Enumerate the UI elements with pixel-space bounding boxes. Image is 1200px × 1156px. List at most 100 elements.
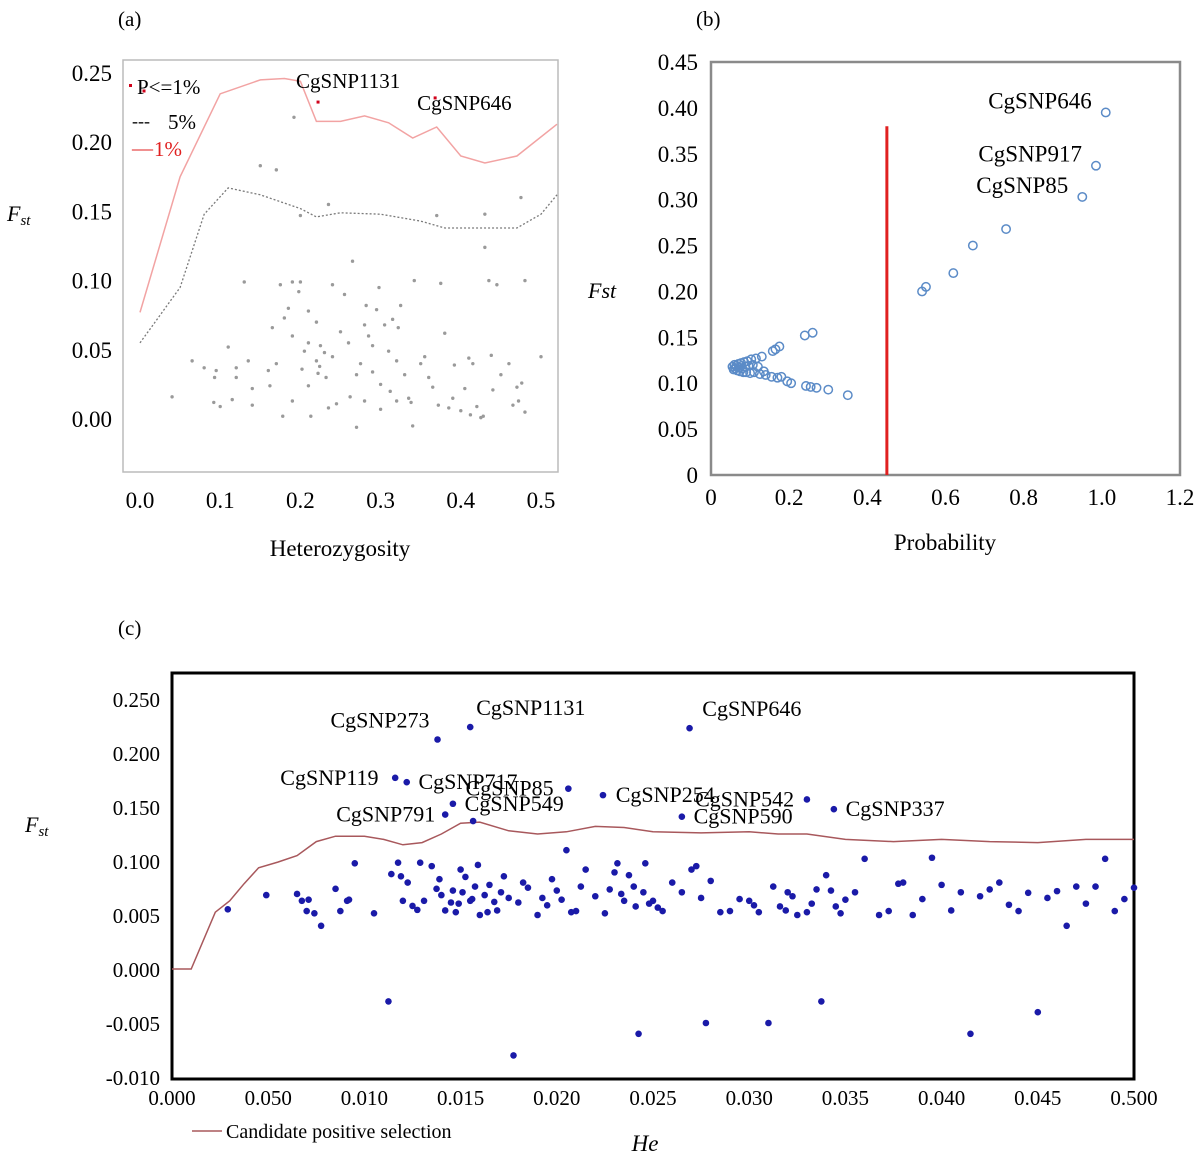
c-data-point bbox=[558, 896, 565, 903]
c-data-point bbox=[409, 902, 416, 910]
a-data-point bbox=[334, 402, 339, 406]
c-data-point bbox=[416, 859, 424, 867]
c-x-tick-label: 0.500 bbox=[1110, 1086, 1157, 1110]
c-data-point bbox=[750, 902, 758, 909]
c-data-point bbox=[996, 879, 1003, 886]
a-outlier-point bbox=[433, 96, 437, 100]
a-data-point bbox=[354, 373, 359, 377]
b-y-tick-label: 0.25 bbox=[658, 234, 698, 259]
a-data-point bbox=[394, 359, 399, 363]
b-x-tick-label: 1.0 bbox=[1087, 485, 1116, 510]
a-data-point bbox=[481, 414, 485, 418]
b-y-tick-label: 0.35 bbox=[658, 142, 698, 167]
c-data-point bbox=[1063, 922, 1070, 930]
c-annotation-label: CgSNP717 bbox=[419, 769, 518, 794]
c-data-point bbox=[337, 907, 344, 915]
c-data-point bbox=[1034, 1008, 1042, 1016]
c-annotation-label: CgSNP646 bbox=[702, 696, 801, 721]
panel-c: (c) -0.010 -0.005 0.000 0.005 0.100 0.150 0.20… bbox=[24, 616, 1158, 1156]
a-data-point bbox=[409, 400, 413, 405]
c-data-point bbox=[717, 908, 724, 916]
c-data-point bbox=[659, 907, 666, 915]
a-data-point bbox=[324, 375, 328, 380]
legend-outlier-marker bbox=[129, 84, 132, 87]
b-data-point bbox=[823, 384, 834, 395]
a-data-point bbox=[314, 320, 319, 324]
a-data-point bbox=[346, 341, 351, 345]
c-data-point bbox=[1005, 901, 1013, 909]
c-data-point bbox=[986, 886, 993, 893]
a-data-point bbox=[214, 368, 218, 373]
c-data-point bbox=[539, 894, 546, 902]
a-data-point bbox=[377, 285, 381, 290]
c-data-point bbox=[668, 879, 676, 886]
a-data-point bbox=[292, 115, 296, 119]
c-data-point bbox=[947, 907, 955, 914]
b-data-point bbox=[1001, 224, 1012, 234]
c-data-point bbox=[808, 900, 816, 907]
c-data-point bbox=[957, 888, 965, 896]
c-labeled-point bbox=[434, 736, 441, 743]
a-data-point bbox=[246, 359, 250, 363]
a-data-point bbox=[282, 316, 287, 320]
c-data-point bbox=[726, 907, 734, 915]
b-data-point bbox=[738, 367, 749, 378]
c-data-point bbox=[789, 892, 796, 900]
a-y-tick-label: 0.15 bbox=[72, 199, 112, 224]
c-data-point bbox=[736, 895, 743, 903]
c-data-point bbox=[606, 886, 614, 893]
a-x-tick-label: 0.5 bbox=[527, 488, 556, 513]
b-y-tick-label: 0.45 bbox=[658, 50, 698, 75]
a-data-point bbox=[306, 384, 311, 388]
c-annotation-label: CgSNP542 bbox=[695, 786, 794, 811]
panel-b-y-ticks: 0 0.05 0.10 0.15 0.20 0.25 0.30 0.35 0.40 0.45 bbox=[658, 50, 698, 488]
b-y-tick-label: 0.40 bbox=[658, 96, 698, 121]
panel-a-points bbox=[142, 89, 543, 430]
b-data-point bbox=[786, 378, 797, 389]
a-data-point bbox=[348, 395, 352, 399]
c-x-tick-label: 0.020 bbox=[533, 1086, 580, 1110]
c-data-point bbox=[635, 1030, 642, 1038]
a-data-point bbox=[483, 245, 487, 250]
a-data-point bbox=[242, 280, 246, 284]
c-y-tick-label: 0.100 bbox=[113, 850, 160, 874]
a-data-point bbox=[212, 375, 217, 380]
b-data-point bbox=[807, 327, 818, 338]
b-x-tick-label: 1.2 bbox=[1166, 485, 1195, 510]
a-data-point bbox=[350, 259, 355, 263]
panel-a-threshold-lines bbox=[139, 77, 558, 344]
a-data-point bbox=[314, 359, 319, 363]
c-annotation-label: CgSNP337 bbox=[846, 796, 945, 821]
a-data-point bbox=[302, 349, 307, 353]
a-data-point bbox=[388, 389, 392, 394]
c-data-point bbox=[399, 897, 407, 905]
panel-a-x-label: Heterozygosity bbox=[270, 536, 411, 561]
c-y-tick-label: 0.200 bbox=[113, 742, 160, 766]
a-x-tick-label: 0.3 bbox=[366, 488, 395, 513]
a-data-point bbox=[475, 404, 479, 409]
c-data-point bbox=[630, 883, 638, 890]
c-data-point bbox=[1092, 883, 1099, 890]
c-annotation-label: CgSNP590 bbox=[694, 804, 793, 829]
b-data-point bbox=[774, 341, 785, 352]
c-annotation-label: CgSNP85 bbox=[466, 776, 554, 801]
legend-selection-label: Candidate positive selection bbox=[226, 1121, 452, 1143]
c-data-point bbox=[1024, 889, 1032, 897]
a-data-point bbox=[218, 404, 222, 409]
c-y-tick-label: 0.150 bbox=[113, 796, 160, 820]
a-outlier-point bbox=[316, 100, 320, 104]
c-x-tick-label: 0.015 bbox=[437, 1086, 484, 1110]
c-data-point bbox=[632, 903, 639, 910]
c-labeled-point bbox=[830, 805, 838, 813]
a-data-point bbox=[212, 400, 216, 405]
c-data-point bbox=[397, 873, 405, 880]
panel-b: (b) 00.050.100.150.200.250.300.350.400.4… bbox=[587, 7, 1194, 555]
c-y-tick-label: 0.005 bbox=[113, 904, 160, 928]
c-data-point bbox=[1044, 894, 1051, 902]
c-data-point bbox=[885, 907, 892, 915]
a-data-point bbox=[410, 424, 415, 428]
b-data-point bbox=[1100, 107, 1111, 118]
c-data-point bbox=[436, 875, 443, 883]
b-data-point bbox=[1091, 160, 1101, 171]
c-data-point bbox=[428, 862, 436, 870]
